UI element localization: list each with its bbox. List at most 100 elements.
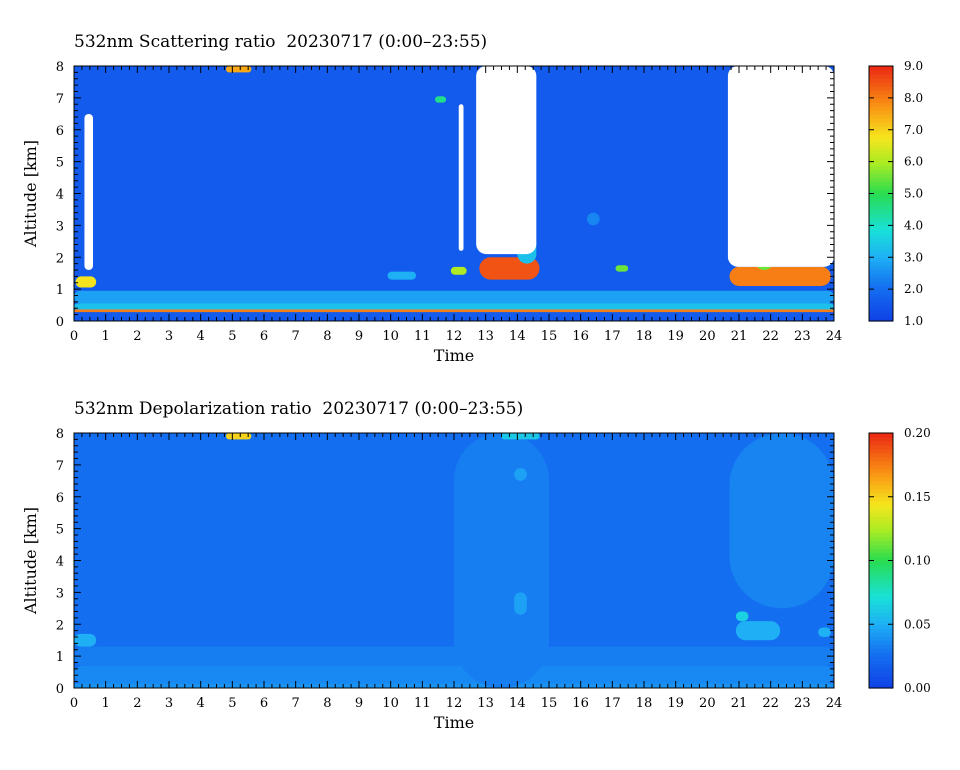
y-tick-label: 6 — [56, 491, 64, 506]
colorbar-segment — [869, 181, 893, 187]
colorbar-segment — [869, 460, 893, 466]
colorbar-segment — [869, 612, 893, 617]
colorbar-segment — [869, 261, 893, 266]
data-feature — [74, 309, 834, 313]
colorbar-segment — [869, 684, 893, 689]
data-feature — [74, 633, 97, 647]
data-feature — [226, 433, 252, 440]
x-tick-label: 1 — [102, 329, 110, 344]
colorbar-segment — [869, 213, 893, 219]
colorbar-segment — [869, 69, 893, 75]
colorbar-segment — [869, 201, 893, 207]
colorbar-segment — [869, 317, 893, 322]
x-tick-label: 14 — [509, 696, 526, 711]
colorbar-tick-label: 0.00 — [904, 681, 931, 695]
y-tick-label: 7 — [56, 459, 64, 474]
data-feature — [735, 611, 749, 622]
colorbar-segment — [869, 101, 893, 107]
x-tick-label: 7 — [292, 696, 300, 711]
x-tick-label: 9 — [355, 329, 363, 344]
panel2-title: 532nm Depolarization ratio 20230717 (0:0… — [74, 399, 524, 419]
colorbar-tick-label: 8.0 — [904, 91, 923, 105]
colorbar-segment — [869, 153, 893, 159]
y-axis-title: Altitude [km] — [21, 507, 40, 615]
colorbar-segment — [869, 644, 893, 649]
colorbar-segment — [869, 305, 893, 310]
colorbar-segment — [869, 209, 893, 215]
colorbar-segment — [869, 157, 893, 163]
y-tick-label: 0 — [56, 315, 64, 330]
colorbar-tick-label: 5.0 — [904, 187, 923, 201]
colorbar-segment — [869, 496, 893, 502]
x-tick-label: 20 — [699, 696, 716, 711]
x-axis-title: Time — [434, 713, 474, 732]
y-tick-label: 0 — [56, 682, 64, 697]
colorbar-tick-label: 4.0 — [904, 218, 923, 232]
colorbar-segment — [869, 528, 893, 534]
colorbar-segment — [869, 109, 893, 115]
no-data-region — [84, 113, 93, 270]
colorbar-segment — [869, 604, 893, 609]
data-feature — [514, 468, 527, 481]
x-tick-label: 23 — [794, 696, 811, 711]
colorbar-segment — [869, 269, 893, 274]
y-tick-label: 3 — [56, 586, 64, 601]
x-tick-label: 13 — [477, 696, 494, 711]
colorbar-segment — [869, 656, 893, 661]
colorbar-segment — [869, 492, 893, 498]
colorbar-segment — [869, 608, 893, 613]
colorbar-segment — [869, 229, 893, 234]
data-feature — [501, 433, 540, 440]
data-feature — [454, 433, 549, 688]
colorbar-segment — [869, 596, 893, 601]
y-tick-label: 5 — [56, 156, 64, 171]
colorbar-segment — [869, 177, 893, 183]
x-tick-label: 19 — [667, 696, 684, 711]
colorbar-segment — [869, 85, 893, 91]
colorbar-segment — [869, 668, 893, 673]
colorbar-tick-label: 0.10 — [904, 554, 931, 568]
y-tick-label: 4 — [56, 188, 64, 203]
colorbar-segment — [869, 500, 893, 506]
x-tick-label: 18 — [636, 329, 653, 344]
x-tick-label: 15 — [541, 696, 558, 711]
colorbar-segment — [869, 77, 893, 83]
x-tick-label: 10 — [382, 696, 399, 711]
x-tick-label: 5 — [228, 696, 236, 711]
x-tick-label: 0 — [70, 696, 78, 711]
data-feature — [74, 646, 834, 666]
no-data-region — [727, 66, 834, 267]
x-tick-label: 6 — [260, 696, 268, 711]
colorbar-segment — [869, 117, 893, 123]
x-tick-label: 21 — [731, 329, 748, 344]
x-tick-label: 5 — [228, 329, 236, 344]
colorbar-tick-label: 9.0 — [904, 59, 923, 73]
y-tick-label: 1 — [56, 650, 64, 665]
x-tick-label: 1 — [102, 696, 110, 711]
colorbar-segment — [869, 676, 893, 681]
colorbar-segment — [869, 249, 893, 254]
colorbar-segment — [869, 237, 893, 242]
colorbar-segment — [869, 600, 893, 605]
colorbar-segment — [869, 556, 893, 562]
panel-2: 0 1 2 3 4 5 6 7 8 9 10 11 12 13 14 15 16 17 18 19 20 21 22 23 24… — [21, 426, 931, 732]
colorbar-segment — [869, 620, 893, 625]
colorbar-segment — [869, 185, 893, 191]
colorbar-segment — [869, 488, 893, 494]
x-tick-label: 24 — [826, 696, 843, 711]
colorbar-segment — [869, 97, 893, 103]
colorbar-tick-label: 0.20 — [904, 426, 931, 440]
colorbar-segment — [869, 433, 893, 438]
x-tick-label: 8 — [323, 329, 331, 344]
data-feature — [735, 621, 781, 641]
x-tick-label: 4 — [197, 329, 205, 344]
x-tick-label: 16 — [572, 696, 589, 711]
data-feature — [74, 290, 834, 304]
x-tick-label: 11 — [414, 329, 431, 344]
x-tick-label: 17 — [604, 329, 621, 344]
colorbar-segment — [869, 189, 893, 195]
x-tick-label: 3 — [165, 696, 173, 711]
colorbar-segment — [869, 632, 893, 637]
x-tick-label: 21 — [731, 696, 748, 711]
data-feature — [514, 592, 527, 615]
